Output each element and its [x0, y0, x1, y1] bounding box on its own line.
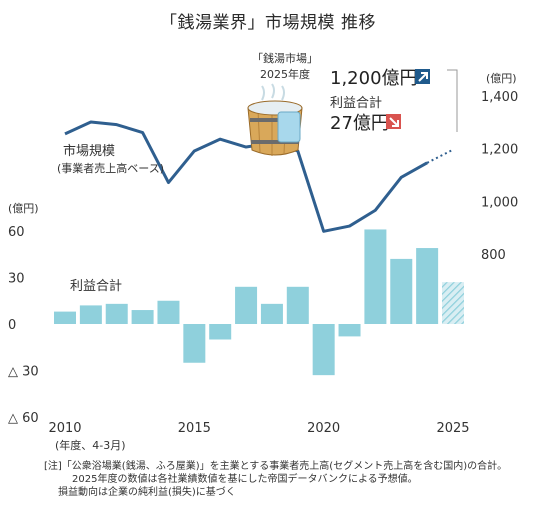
left-axis-tick: 0 — [8, 318, 16, 333]
x-axis-tick: 2010 — [48, 421, 81, 436]
profit-label: 利益合計 — [70, 278, 122, 294]
x-axis-tick: 2025 — [436, 421, 469, 436]
footnote: [注]「公衆浴場業(銭湯、ふろ屋業)」を主業とする事業者売上高(セグメント売上高… — [44, 460, 524, 499]
right-axis-unit: (億円) — [486, 72, 517, 85]
bar-2018 — [260, 303, 283, 324]
bathtub-illustration — [247, 83, 303, 156]
left-axis-tick: △ 60 — [8, 411, 39, 426]
bar-2023 — [390, 258, 413, 324]
footnote-line-1: [注]「公衆浴場業(銭湯、ふろ屋業)」を主業とする事業者売上高(セグメント売上高… — [44, 461, 508, 472]
x-axis-unit: (年度、4-3月) — [55, 438, 126, 452]
market-size-sublabel: (事業者売上高ベース) — [57, 161, 164, 175]
market-size-label: 市場規模 — [63, 143, 115, 159]
footnote-line-2: 2025年度の数値は各社業績数値を基にした帝国データバンクによる予想値。 — [72, 474, 418, 485]
market-size-line-estimate — [426, 148, 454, 164]
bar-2017 — [235, 286, 258, 324]
bar-2020 — [312, 324, 335, 376]
right-axis-tick: 1,000 — [481, 195, 518, 210]
callout-profit-label: 利益合計 — [330, 95, 382, 111]
footnote-line-3: 損益動向は企業の純利益(損失)に基づく — [58, 487, 236, 498]
x-axis-tick: 2015 — [178, 421, 211, 436]
callout-line1: 「銭湯市場」 — [252, 51, 318, 65]
bar-2016 — [209, 324, 232, 340]
right-axis-tick: 800 — [481, 248, 506, 263]
bar-2012 — [105, 303, 128, 324]
right-axis-tick: 1,400 — [481, 90, 518, 105]
bar-2019 — [286, 286, 309, 324]
arrow-up-glyph — [418, 72, 428, 82]
left-axis-tick: 30 — [8, 272, 25, 287]
x-axis-tick: 2020 — [307, 421, 340, 436]
left-axis-tick: △ 30 — [8, 365, 39, 380]
chart-title: 「銭湯業界」市場規模 推移 — [160, 13, 376, 33]
left-axis-tick: 60 — [8, 225, 25, 240]
bar-2013 — [131, 310, 154, 324]
bar-2025 — [442, 282, 464, 324]
callout-market-value: 1,200億円 — [330, 68, 418, 89]
bar-2015 — [183, 324, 206, 363]
callout-line2: 2025年度 — [260, 67, 310, 81]
callout-bracket — [447, 69, 458, 132]
bar-2011 — [79, 305, 102, 324]
market-size-line — [64, 120, 428, 233]
left-axis-unit: (億円) — [8, 202, 39, 215]
bar-2010 — [54, 311, 76, 324]
callout-profit-value: 27億円 — [330, 113, 389, 134]
arrow-down-glyph — [389, 117, 399, 127]
bar-2021 — [338, 324, 361, 337]
bar-2022 — [364, 229, 387, 324]
right-axis-tick: 1,200 — [481, 143, 518, 158]
bar-2024 — [416, 248, 439, 324]
bar-2014 — [157, 300, 180, 324]
